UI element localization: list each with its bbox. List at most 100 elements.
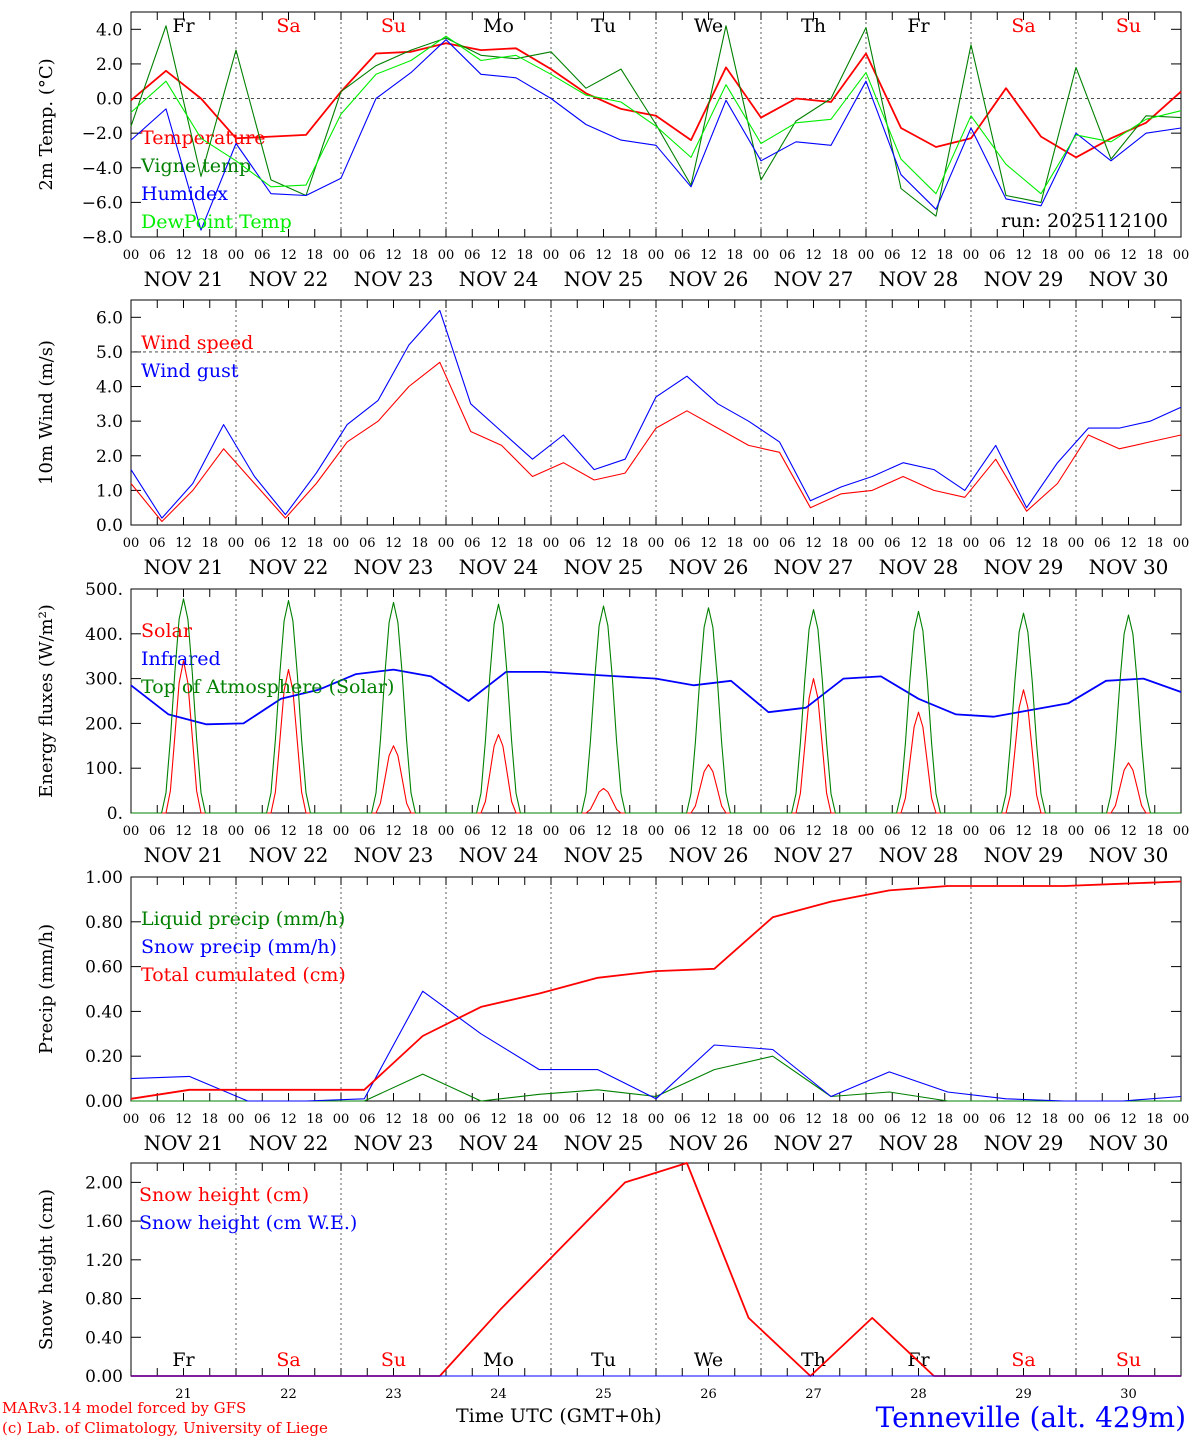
legend-entry: Snow height (cm W.E.): [139, 1212, 357, 1234]
hour-tick-label: 18: [306, 248, 323, 263]
hour-tick-label: 00: [228, 824, 245, 839]
hour-tick-label: 18: [201, 1112, 218, 1127]
hour-tick-label: 12: [700, 1112, 717, 1127]
day-name-label: We: [694, 1349, 723, 1371]
hour-tick-label: 18: [1041, 536, 1058, 551]
y-tick-label: 100.: [85, 759, 123, 779]
day-number-label: 24: [490, 1387, 507, 1402]
y-tick-label: 300.: [85, 670, 123, 690]
hour-tick-label: 06: [149, 248, 166, 263]
legend-entry: Top of Atmosphere (Solar): [141, 676, 394, 698]
hour-tick-label: 12: [175, 248, 192, 263]
day-name-label: Th: [801, 1349, 826, 1371]
hour-tick-label: 18: [516, 1112, 533, 1127]
hour-tick-label: 18: [831, 248, 848, 263]
panel-wind: 6.0 5.0 4.0 3.0 2.0 1.0 0.0 10m Wind (m/s) 00 06 1…: [36, 299, 1190, 579]
hour-tick-label: 12: [1015, 824, 1032, 839]
hour-tick-label: 18: [831, 536, 848, 551]
date-label: NOV 21: [144, 555, 224, 579]
hour-tick-label: 06: [359, 536, 376, 551]
hour-tick-label: 18: [831, 824, 848, 839]
hour-tick-label: 18: [936, 824, 953, 839]
date-label: NOV 28: [879, 843, 959, 867]
legend-entry: Liquid precip (mm/h): [141, 908, 345, 930]
hour-tick-label: 12: [385, 536, 402, 551]
date-label: NOV 21: [144, 267, 224, 291]
hour-tick-label: 00: [1173, 536, 1190, 551]
hour-tick-label: 06: [1094, 536, 1111, 551]
run-label: run: 2025112100: [1001, 210, 1168, 232]
hour-tick-label: 18: [201, 536, 218, 551]
date-label: NOV 23: [354, 555, 434, 579]
hour-tick-label: 18: [1041, 824, 1058, 839]
series-line-wind-speed: [130, 361, 1182, 523]
y-tick-label: 1.60: [85, 1212, 123, 1232]
hour-tick-label: 00: [333, 248, 350, 263]
hour-tick-label: 00: [543, 536, 560, 551]
hour-tick-label: 06: [464, 824, 481, 839]
legend-entry: Total cumulated (cm): [141, 964, 346, 986]
y-tick-label: 0.00: [85, 1092, 123, 1112]
legend-entry: Snow precip (mm/h): [141, 936, 337, 958]
hour-tick-label: 18: [411, 1112, 428, 1127]
day-name-label: We: [694, 15, 723, 37]
hour-tick-label: 18: [306, 824, 323, 839]
date-label: NOV 24: [459, 843, 539, 867]
y-tick-label: 0.20: [85, 1047, 123, 1067]
y-tick-label: 1.20: [85, 1251, 123, 1271]
day-number-label: 26: [700, 1387, 717, 1402]
date-label: NOV 28: [879, 555, 959, 579]
hour-tick-label: 18: [1041, 248, 1058, 263]
date-label: NOV 24: [459, 1131, 539, 1155]
hour-tick-label: 00: [438, 248, 455, 263]
series-line-temperature: [130, 42, 1182, 159]
hour-tick-label: 00: [543, 1112, 560, 1127]
y-tick-label: 2.0: [96, 55, 123, 75]
day-name-label: Tu: [591, 15, 616, 37]
legend-entry: Wind gust: [141, 360, 239, 382]
hour-tick-label: 00: [228, 536, 245, 551]
hour-tick-label: 12: [805, 824, 822, 839]
date-label: NOV 22: [249, 555, 329, 579]
panel-precip: 1.00 0.80 0.60 0.40 0.20 0.00 Precip (mm/h) 00 0…: [36, 868, 1189, 1155]
hour-tick-label: 12: [280, 1112, 297, 1127]
date-label: NOV 30: [1089, 1131, 1169, 1155]
date-label: NOV 30: [1089, 267, 1169, 291]
y-axis-label: 2m Temp. (°C): [36, 58, 57, 190]
day-name-label: Sa: [276, 15, 300, 37]
hour-tick-label: 00: [858, 248, 875, 263]
series-line-snow-precip-mm-h-: [130, 990, 1182, 1102]
day-name-label: Su: [381, 1349, 406, 1371]
date-label: NOV 25: [564, 267, 644, 291]
hour-tick-label: 06: [779, 824, 796, 839]
hour-tick-label: 12: [805, 248, 822, 263]
hour-tick-label: 18: [516, 536, 533, 551]
y-tick-label: −6.0: [82, 193, 123, 213]
day-name-label: Su: [1116, 1349, 1141, 1371]
hour-tick-label: 00: [123, 1112, 140, 1127]
hour-tick-label: 12: [1120, 536, 1137, 551]
hour-tick-label: 12: [910, 824, 927, 839]
hour-tick-label: 06: [464, 1112, 481, 1127]
day-number-label: 29: [1015, 1387, 1032, 1402]
hour-tick-label: 00: [753, 536, 770, 551]
hour-tick-label: 18: [621, 824, 638, 839]
hour-tick-label: 12: [700, 824, 717, 839]
hour-tick-label: 00: [648, 1112, 665, 1127]
y-tick-label: −4.0: [82, 159, 123, 179]
hour-tick-label: 18: [936, 1112, 953, 1127]
hour-tick-label: 06: [254, 536, 271, 551]
y-axis-label: Snow height (cm): [36, 1189, 57, 1350]
y-tick-label: 0.00: [85, 1367, 123, 1387]
panel-temperature: 4.0 2.0 0.0 −2.0 −4.0 −6.0 −8.0 2m Temp. (°C) 00…: [36, 11, 1189, 291]
date-label: NOV 23: [354, 267, 434, 291]
hour-tick-label: 06: [779, 536, 796, 551]
hour-tick-label: 18: [936, 248, 953, 263]
y-tick-label: −8.0: [82, 228, 123, 248]
hour-tick-label: 06: [989, 248, 1006, 263]
hour-tick-label: 18: [201, 824, 218, 839]
hour-tick-label: 18: [726, 1112, 743, 1127]
x-axis-title: Time UTC (GMT+0h): [456, 1405, 662, 1427]
hour-tick-label: 18: [726, 824, 743, 839]
